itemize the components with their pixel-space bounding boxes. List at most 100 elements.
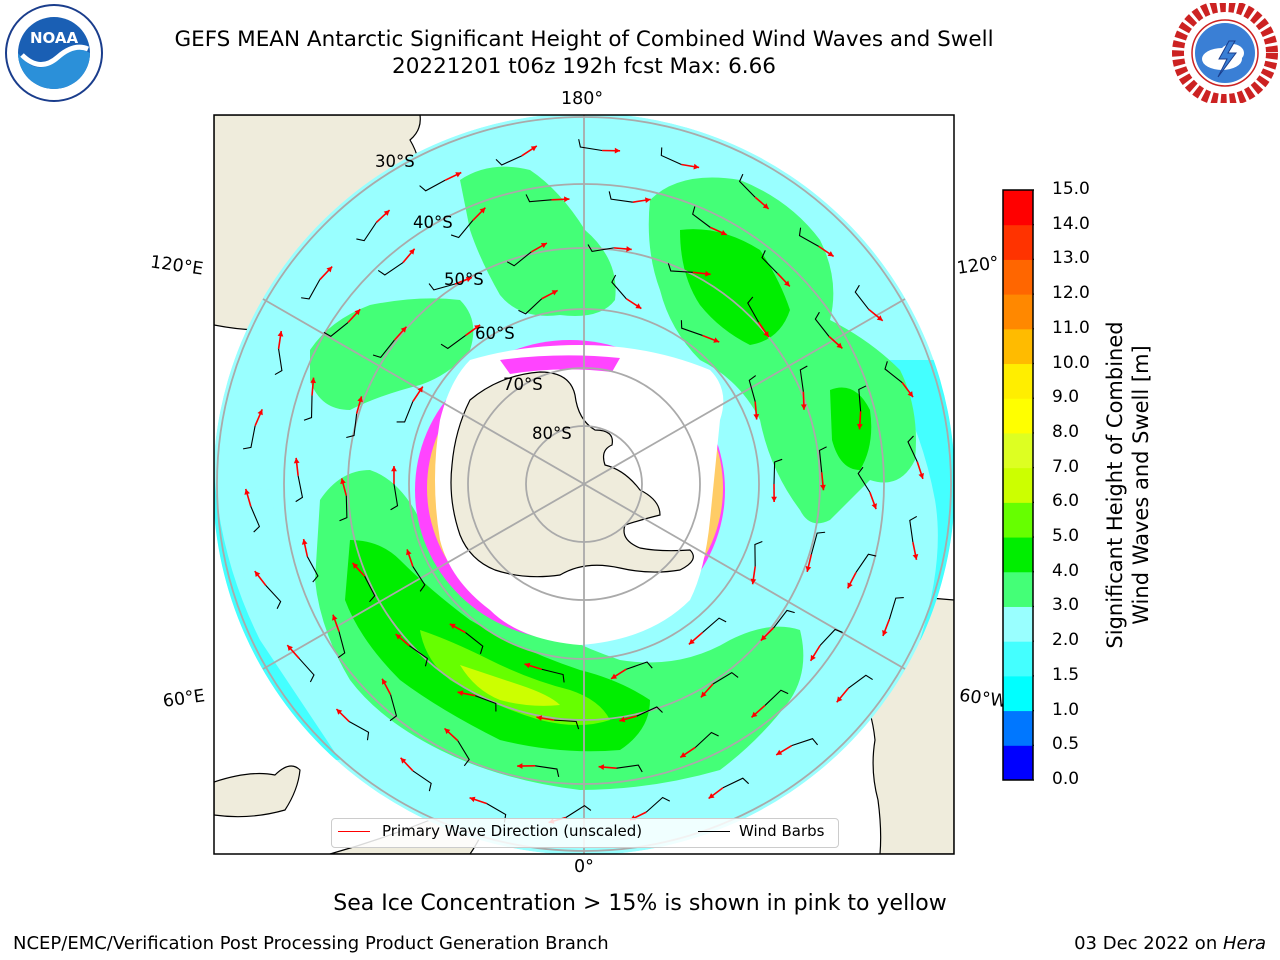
wave-arrow-head xyxy=(753,414,760,420)
colorbar-tick-label: 2.0 xyxy=(1052,630,1080,651)
wave-arrow-head xyxy=(293,457,300,464)
wind-barb xyxy=(450,220,474,239)
wave-arrow-head xyxy=(474,324,481,331)
wind-barb xyxy=(680,320,703,336)
wind-barb xyxy=(748,375,757,402)
colorbar-tick-label: 1.0 xyxy=(1052,699,1080,720)
wave-arrow-head xyxy=(693,163,700,170)
wave-arrow-head xyxy=(455,172,462,178)
colorbar-band xyxy=(1003,606,1033,642)
wave-arrow-head xyxy=(713,337,720,343)
wave-arrow-head xyxy=(705,270,711,277)
wind-barb xyxy=(301,279,321,300)
wave-arrow-head xyxy=(352,562,359,569)
wave-arrow-head xyxy=(530,145,537,152)
colorbar-tick-label: 7.0 xyxy=(1052,456,1080,477)
wind-barb xyxy=(396,401,414,423)
colorbar-tick-label: 4.0 xyxy=(1052,560,1080,581)
legend-wave-label: Primary Wave Direction (unscaled) xyxy=(382,822,643,840)
wave-arrow-head xyxy=(417,386,423,393)
wave-arrow-head xyxy=(395,634,402,640)
footer-branch: NCEP/EMC/Verification Post Processing Pr… xyxy=(13,933,609,954)
wave-arrow-head xyxy=(277,331,284,337)
colorbar-band xyxy=(1003,502,1033,538)
lat-label-70s: 70°S xyxy=(503,375,543,394)
wind-barb xyxy=(667,263,693,273)
wave-arrow-head xyxy=(688,638,695,645)
wind-barb xyxy=(457,740,470,767)
wave-region-3m-indian xyxy=(310,298,474,410)
wind-barb xyxy=(412,770,432,792)
chart-title: GEFS MEAN Antarctic Significant Height o… xyxy=(174,27,994,52)
wind-barb xyxy=(554,719,580,730)
colorbar-band xyxy=(1003,224,1033,260)
wave-arrow-head xyxy=(800,404,807,410)
colorbar-band xyxy=(1003,294,1033,330)
wave-arrow-head xyxy=(383,210,390,216)
wind-barb xyxy=(419,179,446,192)
graticule xyxy=(216,115,952,854)
wave-arrow-head xyxy=(918,472,924,479)
wind-barb xyxy=(773,609,795,629)
wind-barb xyxy=(712,671,739,685)
wave-arrow-head xyxy=(536,715,543,721)
wave-arrow-head xyxy=(598,764,605,770)
wind-barb xyxy=(541,668,565,683)
wave-arrow-head xyxy=(517,763,523,769)
wave-arrow-head xyxy=(457,690,464,697)
wave-arrow-head xyxy=(444,728,451,735)
colorbar-band xyxy=(1003,641,1033,677)
wind-barb xyxy=(858,385,867,412)
wind-barb xyxy=(298,658,315,683)
lat-label-50s: 50°S xyxy=(444,270,484,289)
legend-wave-swatch xyxy=(338,831,370,832)
wind-barb xyxy=(525,194,552,203)
wind-barb xyxy=(608,191,633,203)
colorbar-band xyxy=(1003,571,1033,607)
wind-barb xyxy=(626,661,653,670)
wind-barb xyxy=(242,425,256,450)
wind-barb xyxy=(495,155,522,166)
colorbar-tick-label: 0.5 xyxy=(1052,734,1080,755)
wave-arrow-head xyxy=(244,488,250,495)
wind-barb xyxy=(339,495,348,522)
wind-barb xyxy=(356,222,377,242)
wind-barb xyxy=(692,206,711,228)
wave-arrow-head xyxy=(254,571,261,578)
wave-arrow-head xyxy=(409,248,415,255)
wave-arrow-head xyxy=(750,578,757,585)
wave-arrow-head xyxy=(836,342,843,349)
wind-barb xyxy=(847,674,873,689)
wind-barb xyxy=(818,446,827,473)
wind-barb xyxy=(645,796,671,813)
wind-barb xyxy=(303,395,313,421)
wind-barb xyxy=(819,628,843,646)
wind-barb xyxy=(390,483,399,511)
wind-barb xyxy=(747,296,760,323)
wave-arrow-head xyxy=(382,678,388,685)
colorbar-tick-label: 11.0 xyxy=(1052,317,1090,338)
wind-barb xyxy=(907,435,918,462)
wave-arrow-head xyxy=(680,752,687,758)
wind-barb xyxy=(855,553,877,573)
wind-barb xyxy=(518,298,543,315)
wave-arrow-head xyxy=(635,303,642,309)
wave-arrow-head xyxy=(449,623,456,629)
wave-arrow-head xyxy=(257,409,263,416)
wind-barb xyxy=(535,765,560,777)
wind-barb xyxy=(250,506,261,533)
wave-arrow-head xyxy=(760,634,767,641)
colorbar-tick-label: 10.0 xyxy=(1052,352,1090,373)
wave-arrow-head xyxy=(479,207,486,214)
wave-arrow-head xyxy=(614,147,621,154)
wave-arrow-head xyxy=(763,331,769,338)
wave-arrow-head xyxy=(626,246,632,252)
wind-barb xyxy=(349,721,370,741)
wind-barb xyxy=(761,250,778,274)
colorbar-tick-label: 15.0 xyxy=(1052,179,1090,199)
lon-label-0: 0° xyxy=(574,857,594,877)
chart-subtitle: 20221201 t06z 192h fcst Max: 6.66 xyxy=(392,54,776,79)
wind-barb xyxy=(475,695,497,712)
colorbar-tick-label: 5.0 xyxy=(1052,526,1080,547)
